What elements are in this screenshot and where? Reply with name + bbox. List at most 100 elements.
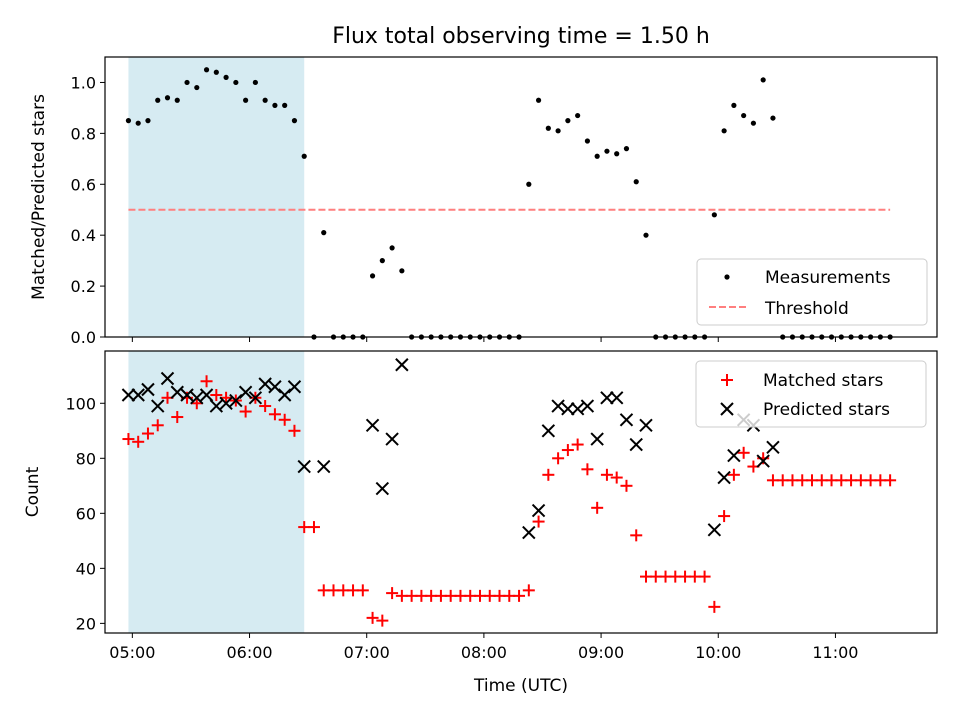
matched-star-point	[386, 587, 399, 600]
x-tick-label: 10:00	[695, 643, 741, 662]
matched-star-point	[307, 521, 320, 534]
measurement-point	[164, 95, 171, 101]
measurement-point	[233, 79, 239, 86]
matched-star-point	[698, 570, 711, 583]
predicted-star-point	[219, 396, 233, 410]
predicted-star-point	[297, 459, 311, 474]
predicted-star-point	[639, 418, 653, 432]
predicted-star-point	[551, 399, 565, 413]
measurement-point	[633, 179, 639, 185]
matched-star-point	[171, 411, 184, 424]
predicted-star-point	[580, 399, 595, 413]
measurement-point	[584, 138, 591, 144]
matched-star-point	[210, 389, 223, 402]
y-tick-label: 1.0	[71, 73, 96, 92]
measurement-point	[262, 97, 268, 103]
bottom-axes-frame	[104, 350, 938, 634]
measurement-point	[184, 79, 190, 86]
y-tick-label: 80	[76, 449, 96, 468]
predicted-star-point	[121, 388, 136, 402]
predicted-star-point	[385, 432, 399, 446]
predicted-star-point	[375, 481, 390, 496]
measurement-point	[545, 125, 551, 131]
y-tick-label: 0.4	[71, 226, 96, 245]
x-axis-label: Time (UTC)	[473, 676, 568, 696]
chart-title: Flux total observing time = 1.50 h	[332, 24, 710, 49]
matched-star-point	[884, 474, 897, 487]
matched-star-point	[220, 391, 233, 404]
y-tick-label: 0.8	[71, 124, 96, 143]
matched-star-point	[610, 471, 623, 484]
matched-star-point	[366, 611, 379, 624]
matched-star-point	[268, 408, 281, 421]
predicted-star-point	[287, 380, 302, 394]
predicted-star-point	[277, 388, 292, 402]
matched-star-point	[542, 468, 555, 481]
predicted-star-point	[199, 388, 214, 402]
matched-star-point	[239, 405, 252, 418]
predicted-star-point	[600, 391, 614, 405]
y-tick-label: 20	[76, 614, 96, 633]
measurement-point	[272, 102, 278, 108]
matched-star-point	[132, 435, 145, 448]
matched-star-point	[288, 424, 301, 437]
predicted-star-point	[629, 437, 643, 452]
predicted-star-point	[395, 358, 409, 372]
matched-star-point	[259, 400, 272, 413]
matched-star-point	[591, 501, 604, 514]
predicted-star-point	[229, 393, 243, 408]
highlight-span-top	[128, 57, 305, 337]
predicted-star-point	[170, 385, 184, 399]
predicted-star-point	[248, 391, 263, 405]
matched-star-point	[718, 510, 731, 523]
top-panel: 0.0 0.2 0.4 0.6 0.8 1.0 Matched/Predicted sta…	[29, 56, 938, 347]
predicted-star-point	[619, 413, 634, 427]
y-tick-label: 0.6	[71, 175, 96, 194]
legend-threshold-label: Threshold	[764, 299, 849, 319]
predicted-star-point	[141, 382, 155, 397]
measurement-point	[575, 112, 581, 119]
top-axes-frame	[104, 56, 938, 338]
x-tick-label: 11:00	[812, 643, 858, 662]
legend-matched-label: Matched stars	[763, 371, 883, 391]
legend-measurements-label: Measurements	[765, 268, 891, 288]
x-tick-label: 09:00	[578, 643, 624, 662]
x-tick-label: 07:00	[344, 643, 390, 662]
matched-star-point	[513, 589, 526, 602]
predicted-star-point	[258, 377, 272, 391]
predicted-star-point	[209, 399, 224, 413]
predicted-star-point	[522, 525, 536, 540]
measurement-point	[623, 146, 630, 152]
measurement-point	[379, 258, 385, 264]
matched-star-point	[737, 446, 750, 459]
measurement-point	[155, 97, 161, 103]
bottom-legend: Matched stars Predicted stars	[695, 360, 927, 428]
measurement-point	[741, 112, 747, 119]
measurement-point	[125, 118, 132, 124]
predicted-star-point	[180, 388, 194, 402]
predicted-star-point	[717, 470, 731, 485]
predicted-star-point	[707, 523, 722, 537]
matched-star-point	[727, 468, 740, 481]
predicted-star-point	[268, 380, 282, 394]
measurement-point	[555, 128, 561, 134]
predicted-star-point	[238, 385, 253, 399]
y-tick-label: 100	[65, 394, 96, 413]
measurement-point	[721, 128, 727, 134]
matched-star-point	[600, 468, 613, 481]
matched-star-point	[552, 452, 565, 465]
measurement-point	[731, 102, 737, 108]
y-tick-label: 0.2	[71, 277, 96, 296]
predicted-star-point	[561, 402, 575, 416]
matched-star-point	[278, 413, 291, 426]
top-y-axis-label: Matched/Predicted stars	[29, 94, 49, 300]
predicted-star-point	[766, 440, 780, 454]
measurement-point	[594, 153, 600, 159]
predicted-star-point	[151, 399, 165, 413]
measurement-point	[243, 97, 249, 103]
predicted-star-point	[317, 459, 331, 474]
x-tick-label: 06:00	[226, 643, 272, 662]
legend-predicted-label: Predicted stars	[763, 400, 890, 420]
measurement-point	[399, 268, 405, 274]
